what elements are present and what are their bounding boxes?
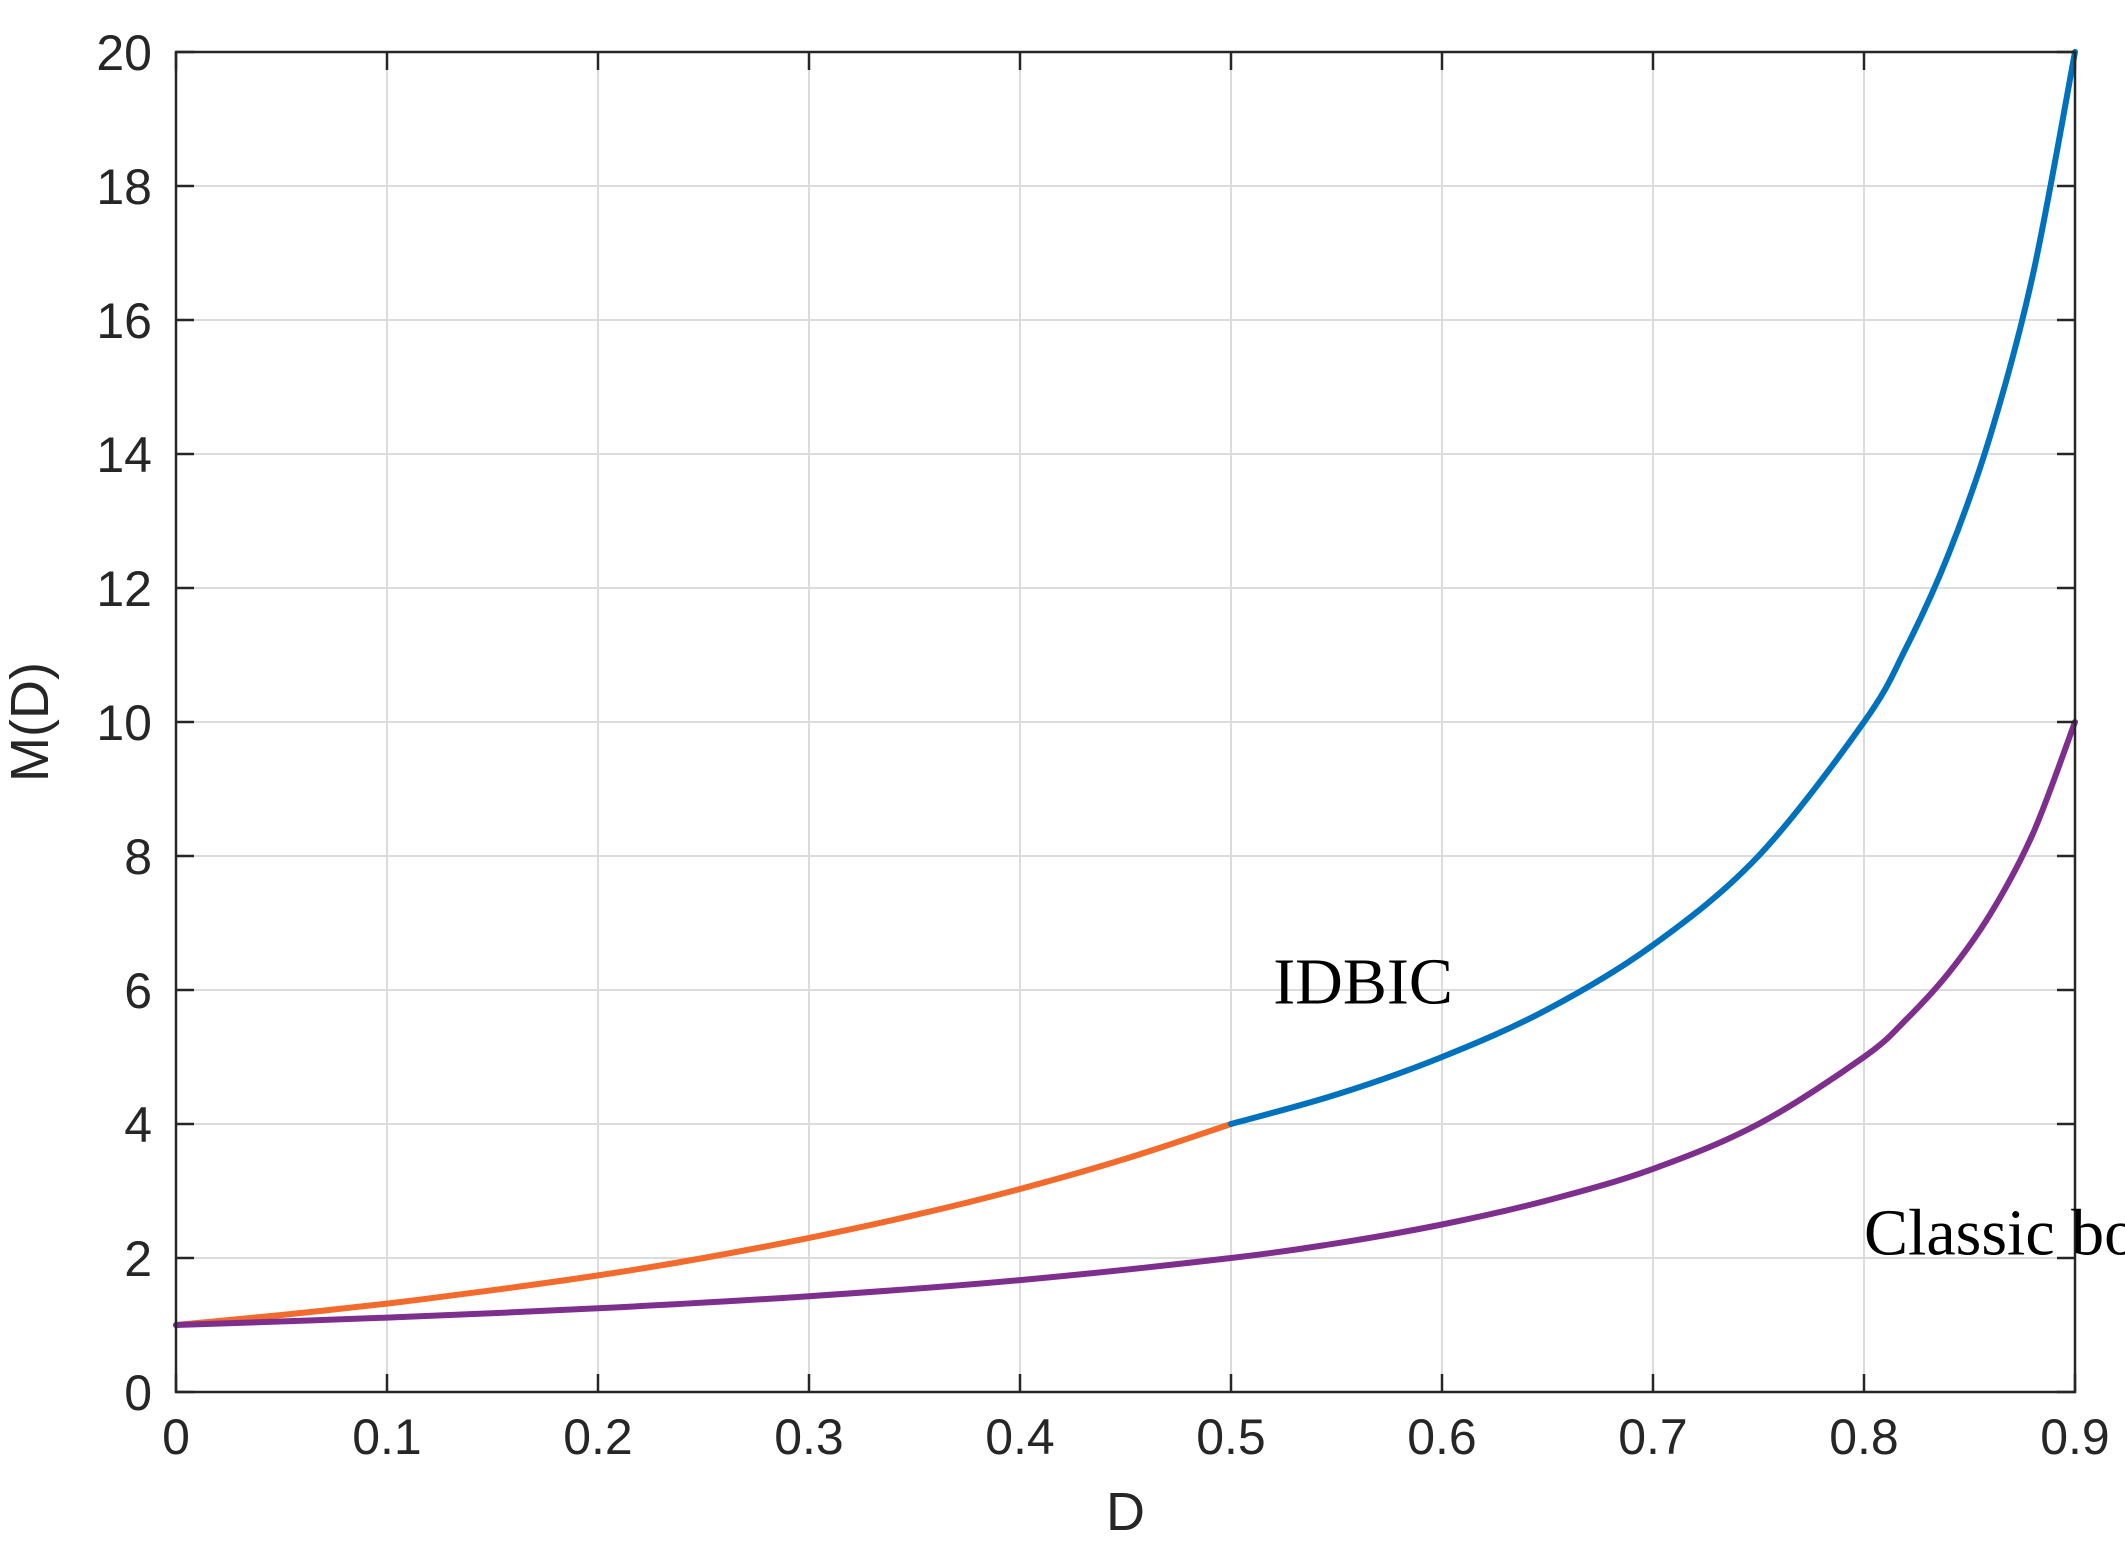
y-tick-label: 8 xyxy=(124,829,152,885)
x-axis-label: D xyxy=(1106,1482,1145,1541)
x-tick-label: 0.7 xyxy=(1618,1409,1688,1465)
series-line-classic-boost xyxy=(173,719,2078,1328)
y-tick-label: 4 xyxy=(124,1097,152,1153)
y-tick-label: 12 xyxy=(96,561,152,617)
y-tick-label: 16 xyxy=(96,293,152,349)
y-tick-label: 20 xyxy=(96,25,152,81)
annotation-classic-boost: Classic boost xyxy=(1864,1197,2125,1270)
x-tick-label: 0.3 xyxy=(774,1409,844,1465)
series-line-idbic-low xyxy=(173,1121,1234,1328)
x-tick-label: 0.2 xyxy=(563,1409,633,1465)
series-line-idbic-high xyxy=(1228,49,2078,1127)
x-tick-label: 0.9 xyxy=(2040,1409,2110,1465)
x-tick-label: 0.8 xyxy=(1829,1409,1899,1465)
x-tick-label: 0.6 xyxy=(1407,1409,1477,1465)
x-tick-label: 0 xyxy=(162,1409,190,1465)
tick-labels: 0 0.1 0.2 0.3 0.4 0.5 0.6 0.7 0.8 0.9 0 2 4 6 8 10 12 14 1… xyxy=(96,25,2109,1465)
x-tick-label: 0.4 xyxy=(985,1409,1055,1465)
y-tick-label: 0 xyxy=(124,1365,152,1421)
annotation-idbic: IDBIC xyxy=(1273,945,1453,1018)
x-tick-label: 0.1 xyxy=(352,1409,422,1465)
y-tick-label: 6 xyxy=(124,963,152,1019)
y-tick-label: 14 xyxy=(96,427,152,483)
y-tick-label: 10 xyxy=(96,695,152,751)
y-axis-label: M(D) xyxy=(0,662,60,782)
x-tick-label: 0.5 xyxy=(1196,1409,1266,1465)
y-tick-label: 18 xyxy=(96,159,152,215)
gridlines xyxy=(175,51,2076,1393)
annotations: IDBIC Classic boost xyxy=(1273,945,2125,1269)
axes xyxy=(174,50,2077,1394)
series-layer xyxy=(173,49,2078,1328)
y-tick-label: 2 xyxy=(124,1231,152,1287)
